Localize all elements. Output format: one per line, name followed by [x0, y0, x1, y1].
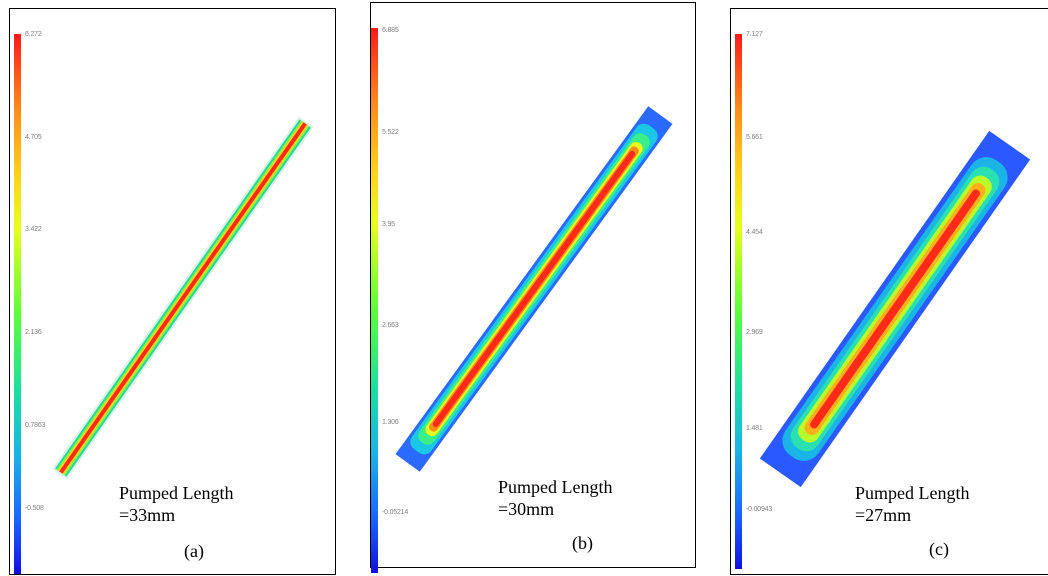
colorbar-tick: 1.306 [382, 419, 399, 426]
panel-caption: (a) [184, 541, 204, 561]
colorbar-tick: 0.7863 [25, 422, 46, 429]
colorbar-tick: -0.508 [25, 505, 44, 512]
colorbar-tick: -0.00943 [746, 506, 773, 513]
pumped-length-value: =27mm [855, 505, 912, 525]
panel-a: 6.272 4.705 3.422 2.136 0.7863 -0.508 Pu… [9, 8, 336, 575]
pumped-length-title: Pumped Length [498, 477, 613, 497]
colorbar-tick: 2.136 [25, 329, 42, 336]
pumped-strip [395, 106, 673, 472]
panel-caption: (c) [929, 539, 949, 559]
colorbar [14, 34, 21, 574]
colorbar-tick: 6.885 [382, 27, 399, 34]
pumped-strip [759, 130, 1031, 488]
colorbar-tick: 3.422 [25, 226, 42, 233]
colorbar-tick: 4.705 [25, 134, 42, 141]
panel-caption: (b) [572, 533, 593, 553]
pumped-length-value: =33mm [119, 505, 176, 525]
colorbar-tick: 2.663 [382, 322, 399, 329]
colorbar-tick: 5.522 [382, 129, 399, 136]
pumped-length-title: Pumped Length [119, 483, 234, 503]
colorbar-tick: 1.481 [746, 425, 763, 432]
colorbar-tick: -0.05214 [382, 509, 409, 516]
pumped-length-label: Pumped Length =27mm [855, 482, 970, 526]
colorbar [371, 28, 378, 573]
panel-c: 7.127 5.661 4.454 2.969 1.481 -0.00943 P… [730, 8, 1048, 575]
colorbar [735, 34, 742, 569]
pumped-strip [52, 116, 314, 480]
colorbar-tick: 6.272 [25, 31, 42, 38]
pumped-length-title: Pumped Length [855, 483, 970, 503]
colorbar-tick: 5.661 [746, 134, 763, 141]
colorbar-tick: 7.127 [746, 31, 763, 38]
panel-b: 6.885 5.522 3.95 2.663 1.306 -0.05214 Pu… [370, 2, 696, 573]
colorbar-tick: 3.95 [382, 221, 395, 228]
colorbar-tick: 4.454 [746, 229, 763, 236]
pumped-length-label: Pumped Length =33mm [119, 482, 234, 526]
colorbar-tick: 2.969 [746, 329, 763, 336]
pumped-length-value: =30mm [498, 499, 555, 519]
pumped-length-label: Pumped Length =30mm [498, 476, 613, 520]
